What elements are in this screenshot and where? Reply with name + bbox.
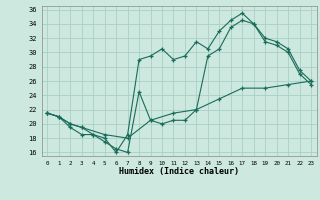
X-axis label: Humidex (Indice chaleur): Humidex (Indice chaleur) xyxy=(119,167,239,176)
